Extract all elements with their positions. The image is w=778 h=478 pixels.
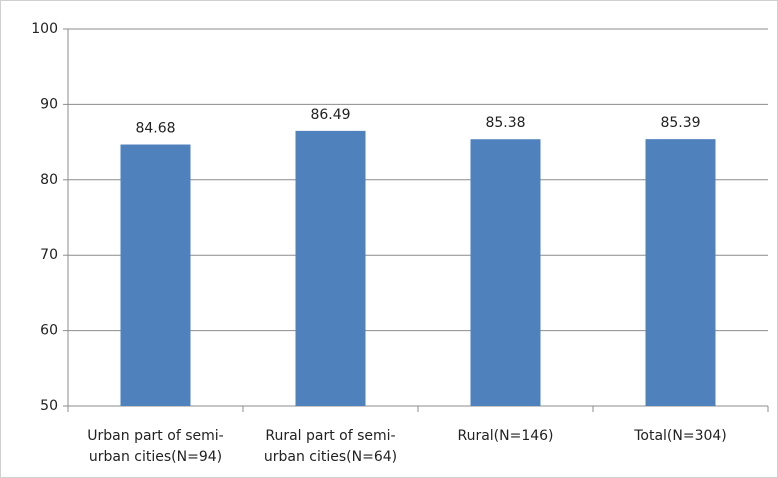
bar: [120, 144, 191, 406]
data-label: 86.49: [310, 107, 350, 123]
y-tick-label: 90: [40, 96, 58, 112]
bar: [645, 139, 716, 406]
y-tick-label: 80: [40, 172, 58, 188]
data-label: 85.39: [660, 115, 700, 131]
y-tick-label: 50: [40, 398, 58, 414]
y-tick-label: 60: [40, 323, 58, 339]
bar: [470, 139, 541, 406]
x-tick-label: Rural part of semi- urban cities(N=64): [263, 428, 398, 465]
x-tick-label: Total(N=304): [634, 428, 727, 444]
x-tick-label: Urban part of semi- urban cities(N=94): [87, 428, 224, 465]
x-tick-label: Rural(N=146): [457, 428, 554, 444]
bar: [295, 130, 366, 406]
data-label: 85.38: [485, 115, 525, 131]
y-tick-label: 100: [31, 21, 58, 37]
data-label: 84.68: [135, 121, 175, 137]
y-tick-label: 70: [40, 247, 58, 263]
